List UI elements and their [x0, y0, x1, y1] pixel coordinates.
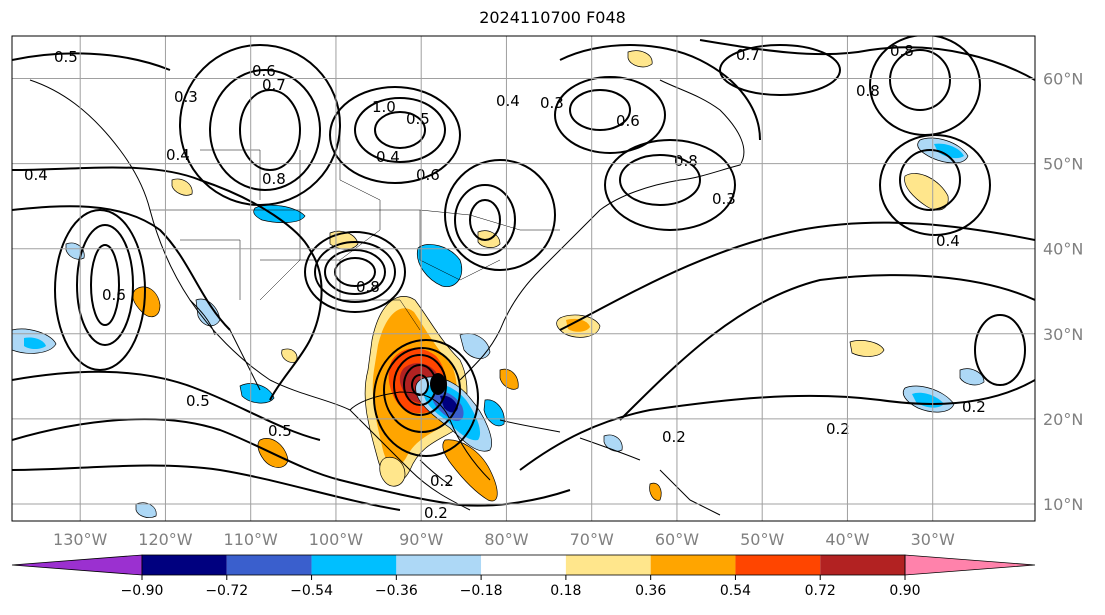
- contour-label: 0.8: [674, 152, 698, 170]
- map-panel: [12, 36, 1035, 521]
- longitude-tick-label: 70°W: [570, 530, 614, 549]
- contour-label: 0.2: [430, 472, 454, 490]
- longitude-tick-label: 30°W: [911, 530, 955, 549]
- contour-label: 0.6: [616, 112, 640, 130]
- storm-center-marker: [430, 373, 446, 395]
- colorbar-tick-label: −0.18: [460, 583, 503, 599]
- colorbar-tick-label: 0.36: [635, 583, 666, 599]
- contour-label: 0.2: [424, 504, 448, 522]
- colorbar-tick-label: 0.54: [720, 583, 751, 599]
- contour-label: 0.8: [856, 82, 880, 100]
- gridlines: [12, 36, 1035, 521]
- contour-label: 0.5: [268, 422, 292, 440]
- colorbar-segment: [820, 555, 905, 575]
- colorbar-extend-high: [904, 554, 1036, 576]
- latitude-tick-label: 40°N: [1043, 240, 1083, 259]
- contour-label: 0.8: [262, 170, 286, 188]
- longitude-tick-label: 60°W: [655, 530, 699, 549]
- contour-label: 0.4: [936, 232, 960, 250]
- contour-label: 0.5: [186, 392, 210, 410]
- contour-label: 1.0: [372, 98, 396, 116]
- longitude-ticks: 130°W 120°W 110°W 100°W 90°W 80°W 70°W 60°W 50°W…: [53, 530, 955, 549]
- contour-label: 0.6: [102, 286, 126, 304]
- contour-label: 0.3: [712, 190, 736, 208]
- contour-label: 0.6: [416, 166, 440, 184]
- contour-label: 0.8: [890, 42, 914, 60]
- political-borders: [150, 120, 560, 331]
- colorbar-tick-label: 0.18: [550, 583, 581, 599]
- latitude-tick-label: 30°N: [1043, 325, 1083, 344]
- colorbar-segment: [650, 555, 736, 575]
- colorbar-tick-label: 0.72: [805, 583, 836, 599]
- contour-label: 0.4: [376, 148, 400, 166]
- longitude-tick-label: 100°W: [309, 530, 364, 549]
- colorbar-segment: [311, 555, 397, 575]
- latitude-tick-label: 20°N: [1043, 410, 1083, 429]
- longitude-tick-label: 130°W: [53, 530, 108, 549]
- latitude-tick-label: 10°N: [1043, 495, 1083, 514]
- contour-label: 0.4: [496, 92, 520, 110]
- longitude-tick-label: 50°W: [740, 530, 784, 549]
- contour-label: 0.2: [826, 420, 850, 438]
- colorbar: [11, 554, 1036, 576]
- colorbar-tick-label: −0.36: [375, 583, 418, 599]
- longitude-tick-label: 40°W: [825, 530, 869, 549]
- contour-label: 0.8: [356, 278, 380, 296]
- colorbar-tick-label: −0.72: [205, 583, 248, 599]
- colorbar-tick-label: −0.54: [290, 583, 333, 599]
- colorbar-segment: [481, 555, 566, 575]
- contour-lines: [12, 36, 1035, 511]
- map-title: 2024110700 F048: [479, 8, 626, 27]
- colorbar-segment: [142, 555, 227, 575]
- longitude-tick-label: 120°W: [138, 530, 193, 549]
- longitude-tick-label: 110°W: [224, 530, 279, 549]
- contour-label: 0.3: [540, 94, 564, 112]
- contour-label: 0.5: [406, 110, 430, 128]
- contour-label: 0.7: [262, 76, 286, 94]
- contour-label: 0.6: [252, 62, 276, 80]
- map-frame: [11, 35, 1036, 522]
- colorbar-outline: [141, 554, 906, 576]
- contour-label: 0.5: [54, 48, 78, 66]
- colorbar-segment: [565, 555, 651, 575]
- latitude-tick-label: 50°N: [1043, 155, 1083, 174]
- colorbar-ticks: −0.90 −0.72 −0.54 −0.36 −0.18 0.18 0.36 0.54 0.7…: [121, 575, 921, 599]
- latitude-tick-label: 60°N: [1043, 70, 1083, 89]
- colorbar-tick-label: 0.90: [889, 583, 920, 599]
- colorbar-extend-low: [11, 554, 143, 576]
- colorbar-segment: [735, 555, 821, 575]
- colorbar-segment: [226, 555, 312, 575]
- contour-label: 0.7: [736, 46, 760, 64]
- longitude-tick-label: 90°W: [399, 530, 443, 549]
- contour-label: 0.4: [24, 166, 48, 184]
- longitude-tick-label: 80°W: [484, 530, 528, 549]
- contour-label: 0.2: [662, 428, 686, 446]
- contour-label: 0.2: [962, 398, 986, 416]
- colorbar-tick-label: −0.90: [121, 583, 164, 599]
- contour-label: 0.3: [174, 88, 198, 106]
- contour-label: 0.4: [166, 146, 190, 164]
- latitude-ticks: 10°N 20°N 30°N 40°N 50°N 60°N: [1043, 70, 1083, 514]
- colorbar-segment: [396, 555, 482, 575]
- contour-value-labels: 0.5 0.6 0.7 0.3 1.0 0.5 0.4 0.8 0.4 0.6 …: [24, 42, 986, 522]
